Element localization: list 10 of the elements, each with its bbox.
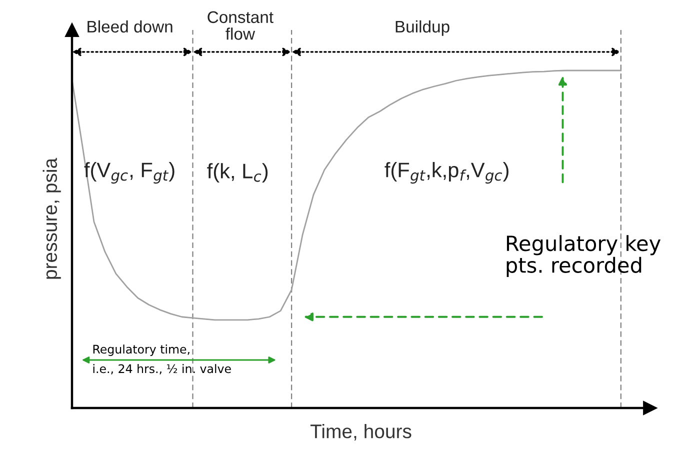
annotation: f(k, L$_{c}$) bbox=[207, 163, 268, 183]
annotation: Regulatory time, i.e., 24 hrs., ½ in. valve bbox=[93, 344, 231, 374]
x-axis-title: Time, hours bbox=[310, 424, 412, 441]
text: Bleed down bbox=[88, 20, 172, 33]
text: Buildup bbox=[396, 20, 450, 36]
annotation: f(F$_{gt}$,k,p$_{f}$,V$_{gc}$) bbox=[384, 162, 508, 184]
y-axis-title: pressure, psia bbox=[42, 158, 61, 279]
text: Constant flow bbox=[208, 11, 274, 40]
annotation: Regulatory key pts. recorded bbox=[506, 235, 661, 277]
annotation: f(V$_{gc}$, F$_{gt}$) bbox=[84, 162, 174, 184]
